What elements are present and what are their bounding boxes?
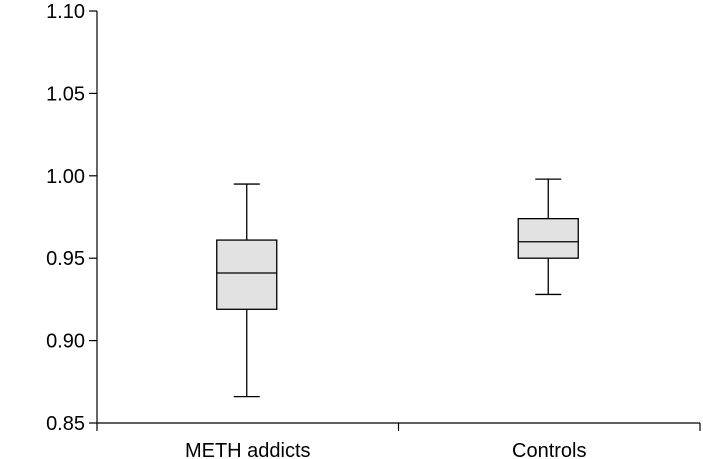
y-tick-label: 1.10 — [46, 1, 85, 23]
iqr-box — [517, 217, 579, 259]
x-category-label: METH addicts — [185, 440, 311, 459]
box-meth-addicts — [216, 183, 278, 398]
y-axis: 0.85 0.90 0.95 1.00 1.05 1.10 — [46, 1, 98, 435]
y-tick-label: 0.95 — [46, 248, 85, 270]
y-tick-label: 1.05 — [46, 83, 85, 105]
x-axis: METH addicts Controls — [96, 422, 701, 459]
boxes-group — [216, 178, 579, 398]
y-tick-label: 1.00 — [46, 166, 85, 188]
y-tick-label: 0.85 — [46, 413, 85, 435]
x-category-label: Controls — [512, 440, 586, 459]
box-controls — [517, 178, 579, 296]
iqr-box — [216, 239, 278, 310]
y-tick-label: 0.90 — [46, 331, 85, 353]
